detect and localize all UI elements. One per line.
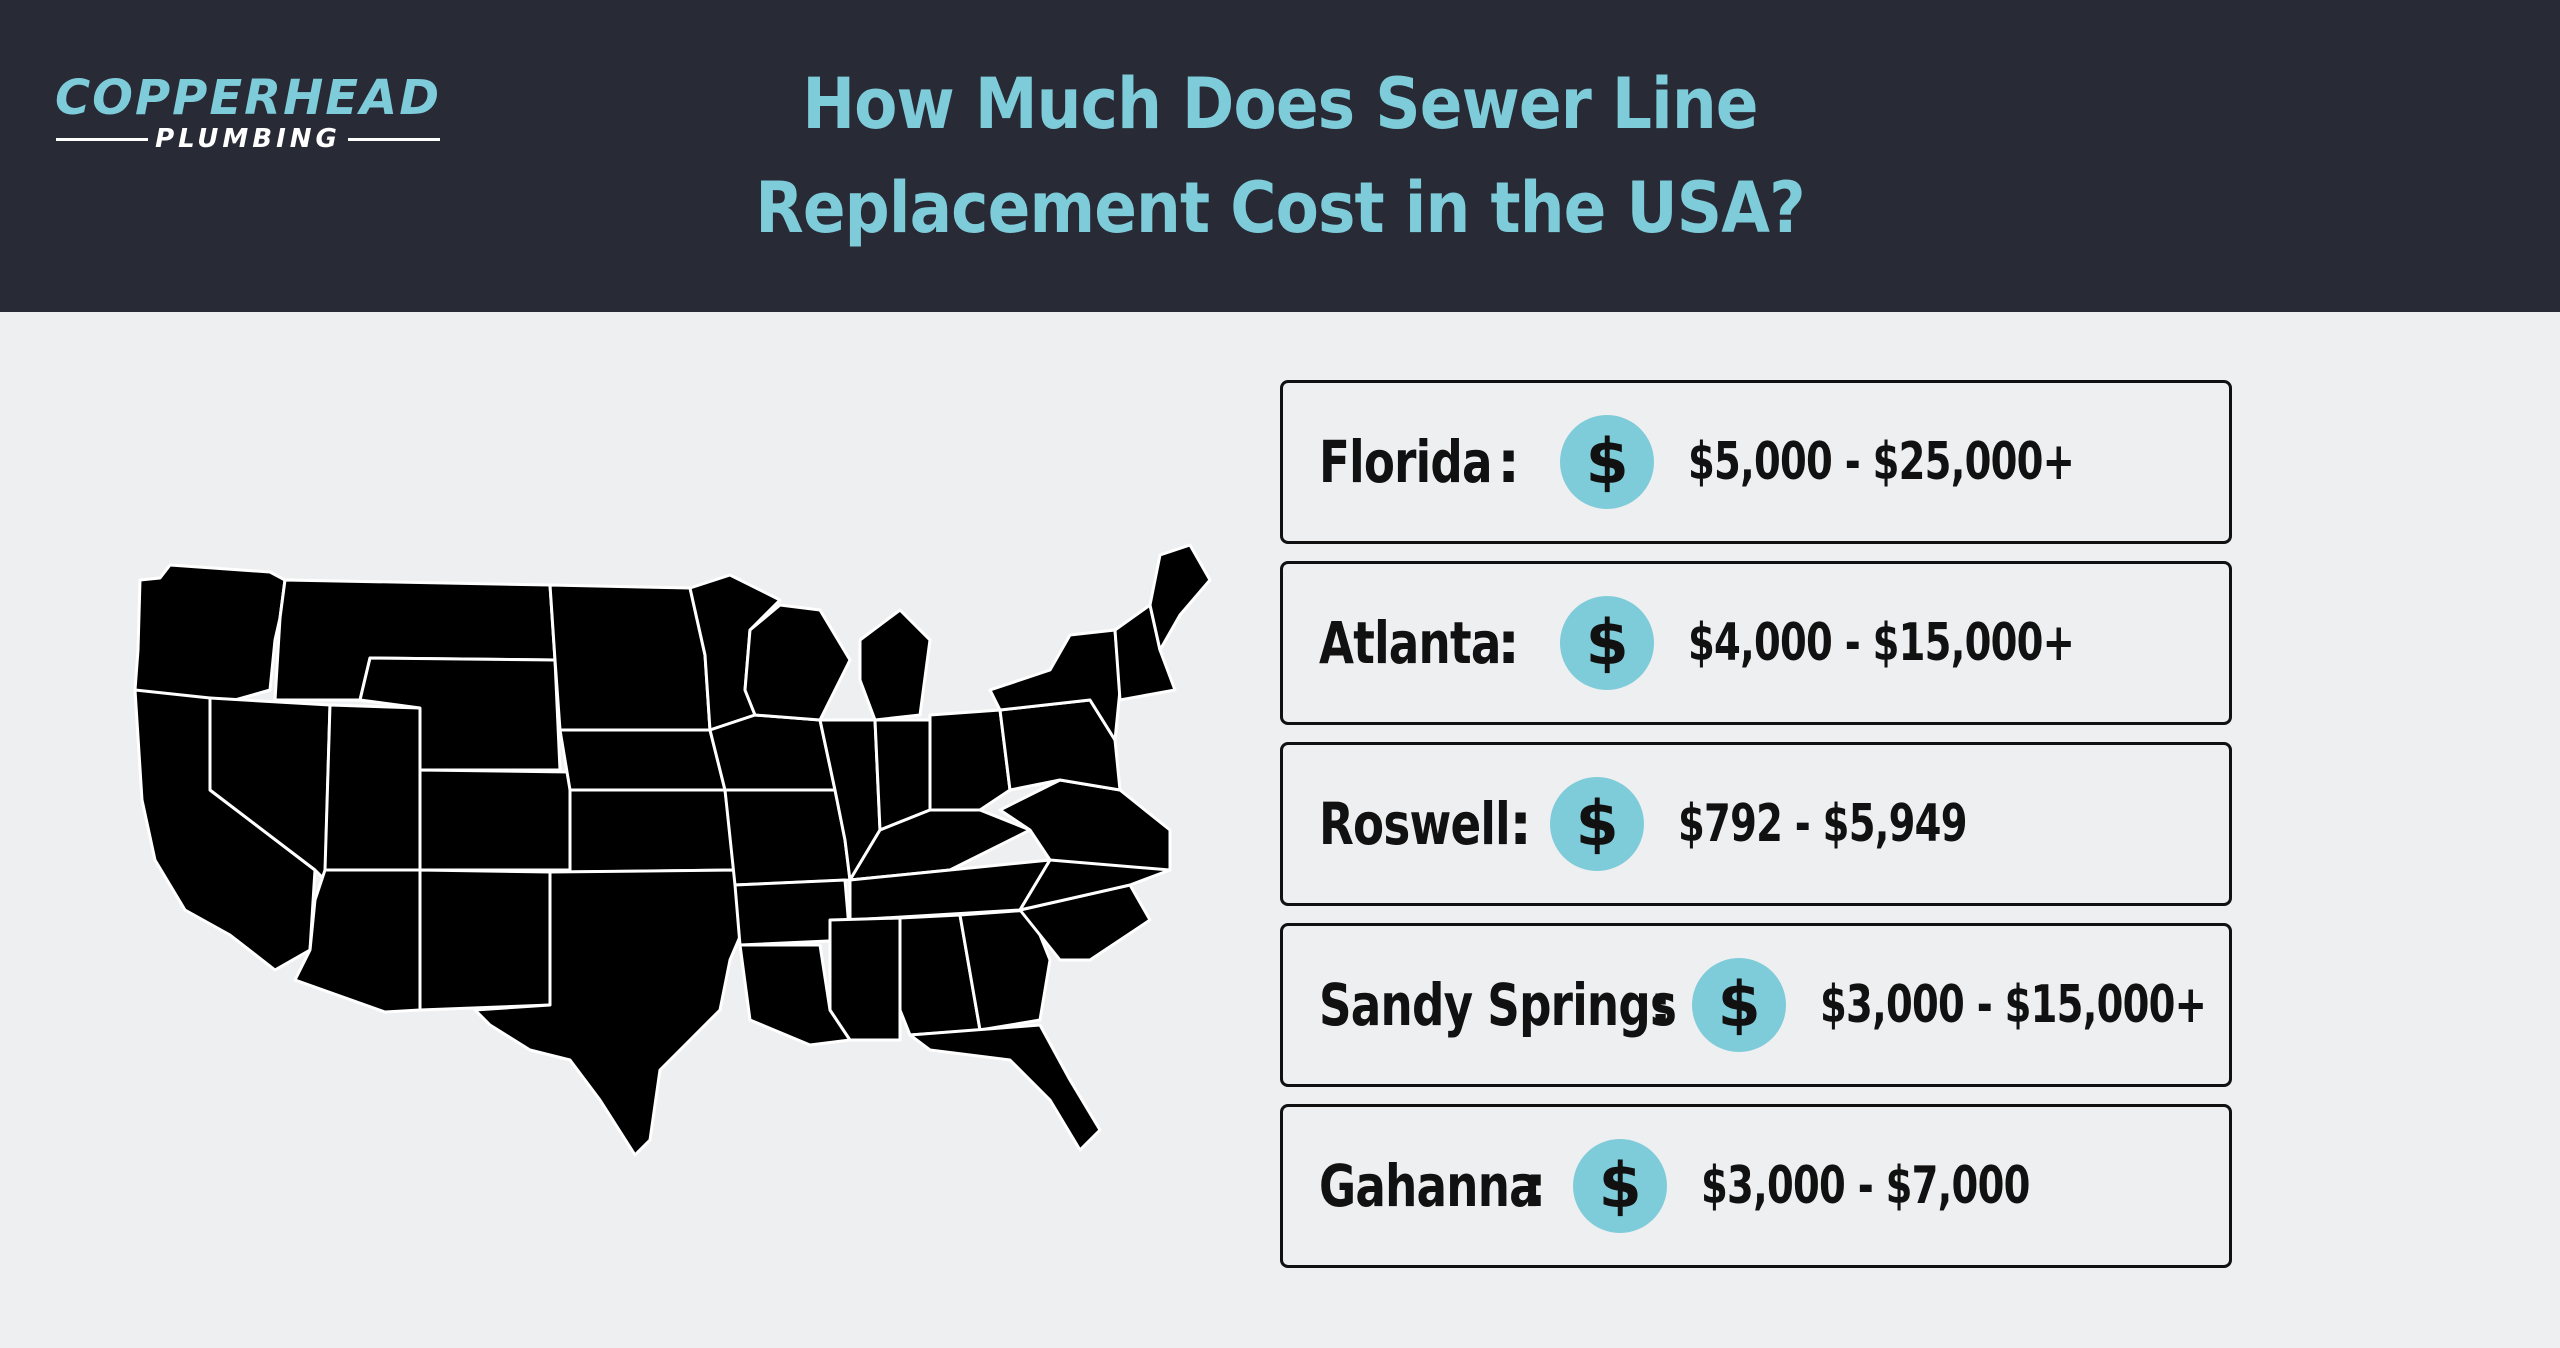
dollar-sign-glyph: $ [1585, 606, 1629, 679]
map-state-shape [828, 916, 902, 1042]
cost-card-florida: Florida : $ $5,000 - $25,000+ [1280, 380, 2232, 544]
map-state-shape [558, 728, 727, 792]
location-label: Gahanna [1319, 1152, 1540, 1220]
title-line-1: How Much Does Sewer Line [802, 63, 1758, 145]
map-state-shape [998, 778, 1172, 872]
location-label: Sandy Springs [1319, 971, 1677, 1039]
map-state-shape [708, 713, 837, 792]
logo-rule-right [348, 138, 440, 141]
label-separator: : [1509, 790, 1533, 858]
cost-range: $3,000 - $15,000+ [1820, 975, 2207, 1035]
cost-range: $792 - $5,949 [1678, 794, 1967, 854]
label-separator: : [1649, 971, 1673, 1039]
map-state-shape [858, 608, 932, 722]
dollar-coin-icon: $ [1560, 415, 1655, 509]
logo-subtitle: PLUMBING [155, 124, 341, 154]
logo-rule-left [56, 138, 148, 141]
map-state-shape [1148, 543, 1212, 652]
cost-range: $5,000 - $25,000+ [1688, 432, 2075, 492]
map-state-shape [473, 868, 747, 1157]
map-state-shape [958, 908, 1052, 1032]
location-label: Atlanta [1319, 609, 1501, 677]
map-state-shape [418, 868, 552, 1012]
cost-range: $3,000 - $7,000 [1701, 1156, 2030, 1216]
dollar-coin-icon: $ [1550, 777, 1645, 871]
map-state-shape [418, 768, 572, 872]
map-state-shape [568, 788, 737, 874]
label-separator: : [1524, 1152, 1548, 1220]
cost-range: $4,000 - $15,000+ [1688, 613, 2075, 673]
cost-card-atlanta: Atlanta : $ $4,000 - $15,000+ [1280, 561, 2232, 725]
map-state-shape [133, 563, 287, 702]
cost-card-gahanna: Gahanna : $ $3,000 - $7,000 [1280, 1104, 2232, 1268]
dollar-coin-icon: $ [1560, 596, 1655, 690]
logo-wordmark: COPPERHEAD [54, 70, 442, 126]
map-state-shape [928, 708, 1012, 812]
header-banner: COPPERHEAD PLUMBING How Much Does Sewer … [0, 0, 2560, 312]
copperhead-logo[interactable]: COPPERHEAD PLUMBING [48, 72, 448, 156]
dollar-sign-glyph: $ [1585, 425, 1629, 498]
map-state-shape [723, 788, 852, 887]
dollar-sign-glyph: $ [1717, 968, 1761, 1041]
usa-map-icon [133, 543, 1212, 1157]
dollar-sign-glyph: $ [1575, 787, 1619, 860]
title-line-2: Replacement Cost in the USA? [755, 167, 1805, 249]
page-title: How Much Does Sewer Line Replacement Cos… [704, 52, 1856, 260]
map-state-shape [548, 583, 712, 732]
map-state-shape [743, 603, 852, 722]
map-state-shape [908, 1023, 1102, 1152]
map-state-shape [208, 696, 332, 882]
cost-card-roswell: Roswell : $ $792 - $5,949 [1280, 742, 2232, 906]
cost-card-list: Florida : $ $5,000 - $25,000+ Atlanta : … [1280, 380, 2232, 1285]
cost-card-sandy-springs: Sandy Springs : $ $3,000 - $15,000+ [1280, 923, 2232, 1087]
dollar-coin-icon: $ [1573, 1139, 1668, 1233]
label-separator: : [1497, 428, 1521, 496]
dollar-sign-glyph: $ [1598, 1149, 1642, 1222]
location-label: Florida [1319, 428, 1493, 496]
map-state-shape [1113, 603, 1177, 702]
label-separator: : [1497, 609, 1521, 677]
map-state-shape [323, 703, 422, 872]
location-label: Roswell [1319, 790, 1511, 858]
dollar-coin-icon: $ [1692, 958, 1787, 1052]
